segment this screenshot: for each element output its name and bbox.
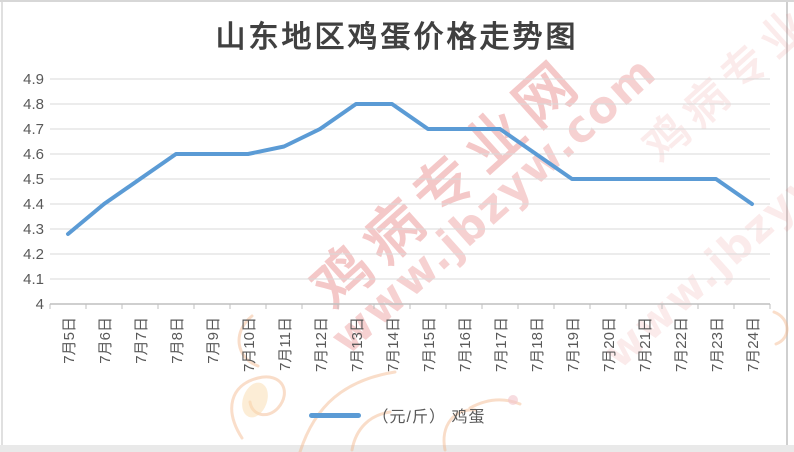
legend-series-label: （元/斤） 鸡蛋 xyxy=(372,409,486,426)
price-line-series xyxy=(66,102,754,236)
page-border-left xyxy=(1,2,3,445)
x-axis-tick-label: 7月13日 xyxy=(349,317,366,372)
page-border-top xyxy=(0,0,794,2)
page-border-right xyxy=(786,2,788,445)
x-axis-tick-label: 7月11日 xyxy=(277,317,294,371)
y-axis-tick-label: 4.6 xyxy=(23,146,44,163)
x-axis-tick-label: 7月10日 xyxy=(241,317,258,372)
y-axis-tick-label: 4.9 xyxy=(23,71,44,88)
y-axis-tick-label: 4.3 xyxy=(23,221,44,238)
chart-legend: （元/斤） 鸡蛋 xyxy=(0,403,794,427)
x-axis-tick-label: 7月21日 xyxy=(637,317,654,372)
x-axis-tick-label: 7月18日 xyxy=(529,317,546,372)
legend-line-swatch xyxy=(308,412,361,418)
y-axis-tick-label: 4.8 xyxy=(23,96,44,113)
x-axis-tick-label: 7月15日 xyxy=(421,317,438,372)
x-axis-tick-label: 7月9日 xyxy=(205,317,222,364)
x-axis-tick-label: 7月12日 xyxy=(313,317,330,372)
x-axis-tick-label: 7月8日 xyxy=(169,317,186,364)
x-axis-tick-label: 7月19日 xyxy=(565,317,582,372)
y-axis-tick-label: 4.7 xyxy=(23,121,44,138)
x-axis-tick-label: 7月14日 xyxy=(385,317,402,372)
x-axis-tick-label: 7月6日 xyxy=(97,317,114,364)
x-axis-tick-label: 7月22日 xyxy=(673,317,690,372)
x-axis-tick-label: 7月24日 xyxy=(745,317,762,372)
x-axis-tick-label: 7月7日 xyxy=(133,317,150,364)
x-axis-tick-label: 7月16日 xyxy=(457,317,474,372)
x-axis-tick-label: 7月20日 xyxy=(601,317,618,372)
y-axis-tick-label: 4.5 xyxy=(23,171,44,188)
x-axis-tick-label: 7月17日 xyxy=(493,317,510,372)
y-axis-tick-label: 4.1 xyxy=(23,271,44,288)
x-axis-tick-label: 7月5日 xyxy=(61,317,78,364)
y-axis-tick-label: 4.2 xyxy=(23,246,44,263)
x-axis-tick-label: 7月23日 xyxy=(709,317,726,372)
bottom-strip xyxy=(0,445,794,452)
y-axis-tick-label: 4.4 xyxy=(23,196,44,213)
chart-title: 山东地区鸡蛋价格走势图 xyxy=(215,21,579,54)
y-axis-tick-label: 4 xyxy=(36,296,44,313)
